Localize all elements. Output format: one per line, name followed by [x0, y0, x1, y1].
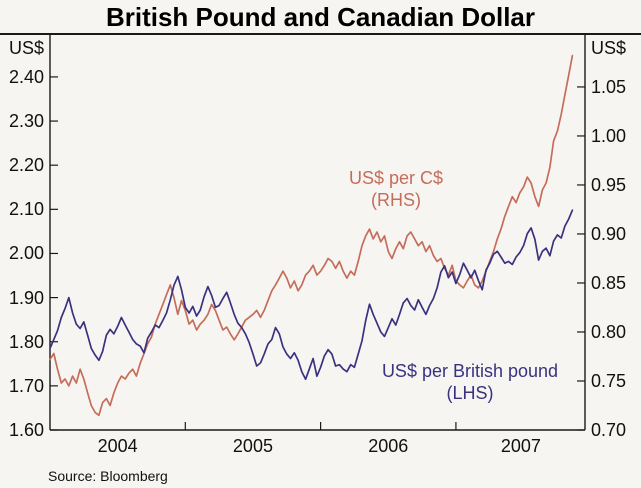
chart-title: British Pound and Canadian Dollar: [105, 2, 536, 32]
rhs-tick-label: 0.90: [591, 223, 627, 244]
lhs-tick-label: 2.10: [8, 199, 44, 220]
lhs-tick-label: 2.20: [8, 155, 44, 176]
gbp-series-annotation-line2: (LHS): [446, 383, 494, 403]
rhs-tick-label: 0.75: [591, 370, 627, 391]
rhs-tick-label: 0.95: [591, 174, 627, 195]
rhs-tick-label: 0.85: [591, 272, 627, 293]
cad-series-annotation: US$ per C$ (RHS): [306, 167, 486, 211]
left-axis-unit-label: US$: [8, 38, 44, 58]
lhs-tick-label: 2.30: [8, 111, 44, 132]
gbp-series-annotation-line1: US$ per British pound: [381, 361, 559, 381]
series-line-gbp: [49, 209, 574, 381]
lhs-tick-label: 1.60: [8, 420, 44, 440]
rhs-tick-label: 1.00: [591, 125, 627, 146]
rhs-tick-label: 0.70: [591, 420, 627, 440]
lhs-tick-label: 2.40: [8, 66, 44, 87]
year-label-2007: 2007: [500, 436, 541, 456]
cad-series-annotation-line2: (RHS): [371, 190, 421, 210]
cad-series-annotation-line1: US$ per C$: [348, 168, 444, 188]
rhs-tick-label: 0.80: [591, 321, 627, 342]
gbp-series-annotation: US$ per British pound (LHS): [352, 360, 588, 404]
source-note: Source: Bloomberg: [48, 468, 168, 484]
right-axis-unit-label: US$: [591, 38, 627, 58]
title-rule: [0, 33, 641, 35]
lhs-tick-label: 2.00: [8, 243, 44, 264]
year-label-2004: 2004: [97, 436, 138, 456]
rhs-tick-label: 1.05: [591, 76, 627, 97]
lhs-tick-label: 1.90: [8, 287, 44, 308]
year-label-2006: 2006: [368, 436, 409, 456]
lhs-tick-label: 1.80: [8, 331, 44, 352]
lhs-tick-label: 1.70: [8, 375, 44, 396]
year-label-2005: 2005: [232, 436, 273, 456]
